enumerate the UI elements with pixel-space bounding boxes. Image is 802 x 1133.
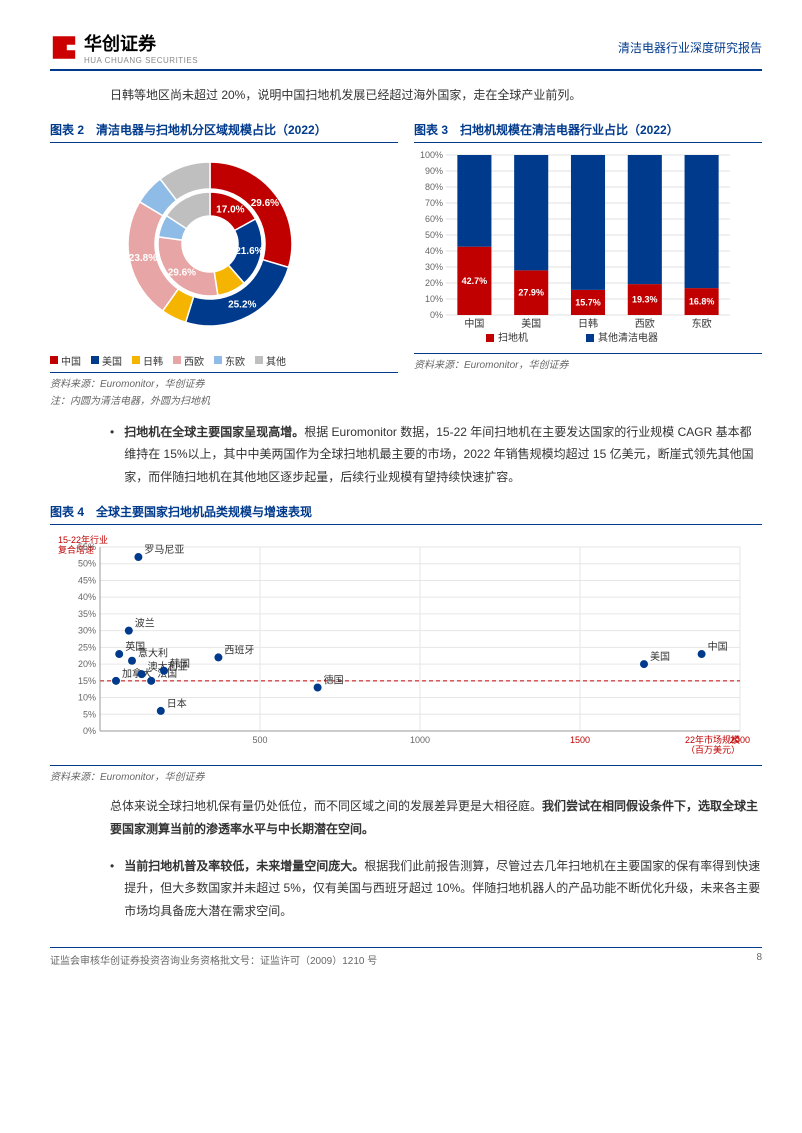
chart3-title: 图表 3 扫地机规模在清洁电器行业占比（2022） xyxy=(414,121,762,143)
bullet2: • 当前扫地机普及率较低，未来增量空间庞大。根据我们此前报告测算，尽管过去几年扫… xyxy=(110,855,762,923)
header-subtitle: 清洁电器行业深度研究报告 xyxy=(618,39,762,56)
svg-text:20%: 20% xyxy=(78,659,96,669)
chart3-area: 0% 10% 20% 30% 40% 50% 60% 70% 80% 90% 100% 42.7% 中国… xyxy=(414,149,762,349)
chart3-box: 图表 3 扫地机规模在清洁电器行业占比（2022） 0% 10% 20% 30% 40%… xyxy=(414,121,762,407)
svg-text:10%: 10% xyxy=(78,693,96,703)
svg-text:德国: 德国 xyxy=(324,673,344,686)
svg-text:10%: 10% xyxy=(425,294,443,304)
logo-text-sub: HUA CHUANG SECURITIES xyxy=(84,56,198,65)
svg-text:60%: 60% xyxy=(425,214,443,224)
svg-text:15.7%: 15.7% xyxy=(575,297,601,307)
chart2-area: 29.6% 25.2% 23.8% 17.0% 21.6% 29.6% xyxy=(50,149,398,349)
legend-item: 东欧 xyxy=(214,353,245,368)
svg-text:29.6%: 29.6% xyxy=(251,198,279,209)
summary-lead: 总体来说全球扫地机保有量仍处低位，而不同区域之间的发展差异更是大相径庭。 xyxy=(110,799,542,813)
chart2-box: 图表 2 清洁电器与扫地机分区域规模占比（2022） 29.6% 25.2% 23.… xyxy=(50,121,398,407)
svg-text:50%: 50% xyxy=(425,230,443,240)
legend-item: 其他 xyxy=(255,353,286,368)
legend-item: 中国 xyxy=(50,353,81,368)
svg-text:30%: 30% xyxy=(425,262,443,272)
chart4-area: 15-22年行业复合增速0%5%10%15%20%25%30%35%40%45%… xyxy=(50,531,762,761)
svg-text:扫地机: 扫地机 xyxy=(498,331,528,344)
bullet-icon: • xyxy=(110,855,114,923)
svg-text:意大利: 意大利 xyxy=(138,647,168,660)
svg-text:42.7%: 42.7% xyxy=(462,275,488,285)
logo-text-main: 华创证券 xyxy=(84,30,198,56)
svg-text:40%: 40% xyxy=(78,592,96,602)
svg-text:19.3%: 19.3% xyxy=(632,294,658,304)
svg-text:中国: 中国 xyxy=(708,640,728,653)
svg-text:美国: 美国 xyxy=(521,317,541,330)
svg-text:22年市场规模: 22年市场规模 xyxy=(685,734,740,745)
chart4-source: 资料来源：Euromonitor，华创证券 xyxy=(50,765,762,783)
svg-text:80%: 80% xyxy=(425,182,443,192)
svg-text:5%: 5% xyxy=(83,709,96,719)
svg-text:29.6%: 29.6% xyxy=(168,267,196,278)
bullet2-title: 当前扫地机普及率较低，未来增量空间庞大。 xyxy=(124,859,364,873)
svg-text:西欧: 西欧 xyxy=(635,318,655,330)
page-header: 华创证券 HUA CHUANG SECURITIES 清洁电器行业深度研究报告 xyxy=(50,30,762,71)
legend-item: 美国 xyxy=(91,353,122,368)
bullet1-title: 扫地机在全球主要国家呈现高增。 xyxy=(124,425,304,439)
svg-text:（百万美元）: （百万美元） xyxy=(686,744,740,755)
svg-text:100%: 100% xyxy=(420,150,443,160)
chart2-note: 注：内圆为清洁电器，外圆为扫地机 xyxy=(50,392,398,407)
intro-text: 日韩等地区尚未超过 20%，说明中国扫地机发展已经超过海外国家，走在全球产业前列… xyxy=(110,85,762,107)
legend-item: 西欧 xyxy=(173,353,204,368)
svg-text:美国: 美国 xyxy=(650,650,670,663)
svg-text:20%: 20% xyxy=(425,278,443,288)
svg-text:罗马尼亚: 罗马尼亚 xyxy=(144,544,184,556)
legend-item: 日韩 xyxy=(132,353,163,368)
svg-text:中国: 中国 xyxy=(464,317,484,330)
bullet-icon: • xyxy=(110,421,114,489)
svg-text:90%: 90% xyxy=(425,166,443,176)
svg-text:16.8%: 16.8% xyxy=(689,296,715,306)
svg-text:0%: 0% xyxy=(83,726,96,736)
chart3-source: 资料来源：Euromonitor，华创证券 xyxy=(414,353,762,371)
svg-text:55%: 55% xyxy=(78,542,96,552)
svg-text:1000: 1000 xyxy=(410,735,430,745)
svg-text:35%: 35% xyxy=(78,609,96,619)
logo: 华创证券 HUA CHUANG SECURITIES xyxy=(50,30,198,65)
svg-text:日韩: 日韩 xyxy=(578,317,598,330)
summary: 总体来说全球扫地机保有量仍处低位，而不同区域之间的发展差异更是大相径庭。我们尝试… xyxy=(110,795,762,841)
chart2-source: 资料来源：Euromonitor，华创证券 xyxy=(50,372,398,390)
svg-text:其他清洁电器: 其他清洁电器 xyxy=(598,331,658,344)
svg-text:23.8%: 23.8% xyxy=(129,253,157,264)
page-footer: 证监会审核华创证券投资咨询业务资格批文号：证监许可（2009）1210 号 8 xyxy=(50,947,762,967)
svg-text:波兰: 波兰 xyxy=(135,617,155,630)
svg-text:25.2%: 25.2% xyxy=(228,299,256,310)
svg-text:40%: 40% xyxy=(425,246,443,256)
bullet1: • 扫地机在全球主要国家呈现高增。根据 Euromonitor 数据，15-22… xyxy=(110,421,762,489)
chart2-legend: 中国美国日韩西欧东欧其他 xyxy=(50,353,398,368)
svg-text:50%: 50% xyxy=(78,559,96,569)
chart4-title: 图表 4 全球主要国家扫地机品类规模与增速表现 xyxy=(50,503,762,525)
svg-text:1500: 1500 xyxy=(570,735,590,745)
svg-text:27.9%: 27.9% xyxy=(518,287,544,297)
svg-text:30%: 30% xyxy=(78,626,96,636)
svg-text:日本: 日本 xyxy=(167,697,187,710)
svg-text:东欧: 东欧 xyxy=(692,317,712,330)
logo-icon xyxy=(50,34,78,62)
svg-text:70%: 70% xyxy=(425,198,443,208)
svg-text:西班牙: 西班牙 xyxy=(224,644,254,656)
svg-text:21.6%: 21.6% xyxy=(235,246,263,257)
svg-text:韩国: 韩国 xyxy=(170,657,190,670)
svg-text:500: 500 xyxy=(252,735,267,745)
chart2-title: 图表 2 清洁电器与扫地机分区域规模占比（2022） xyxy=(50,121,398,143)
svg-text:25%: 25% xyxy=(78,642,96,652)
svg-text:0%: 0% xyxy=(430,310,443,320)
footer-left: 证监会审核华创证券投资咨询业务资格批文号：证监许可（2009）1210 号 xyxy=(50,952,377,967)
svg-text:15%: 15% xyxy=(78,676,96,686)
svg-text:17.0%: 17.0% xyxy=(216,204,244,215)
svg-text:45%: 45% xyxy=(78,575,96,585)
footer-right: 8 xyxy=(756,952,762,967)
